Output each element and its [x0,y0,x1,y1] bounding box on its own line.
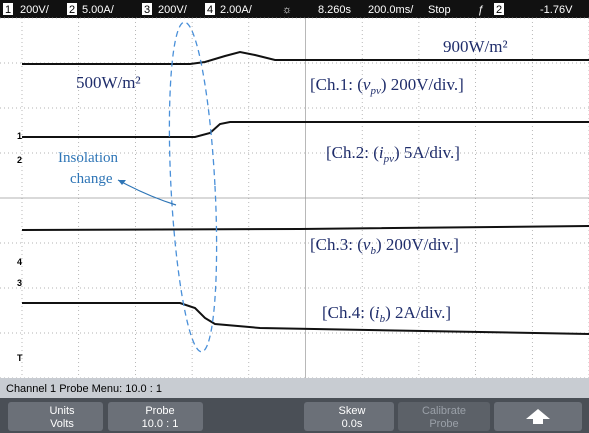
softkey-label: Calibrate [422,405,466,417]
label-part: ) 5A/div.] [394,143,460,162]
label-part: pv [369,85,381,97]
label-part: ) 2A/div.] [385,303,451,322]
ch-scale: 200V/ [20,4,50,16]
label-part: ) 200V/div.] [381,75,464,94]
label-part: [Ch.4: ( [322,303,375,322]
channel-label: [Ch.1: (vpv) 200V/div.] [310,75,464,97]
ch-scale: 200V/ [158,4,188,16]
label-part: pv [383,153,395,165]
annotation: 500W/m² [76,73,141,92]
annotation: Insolation [58,150,118,166]
label-part: [Ch.2: ( [326,143,379,162]
softkey-value: 10.0 : 1 [142,418,179,430]
annotation: change [70,171,113,187]
softkey [208,402,303,431]
grid [0,18,589,378]
ch-num: 2 [69,4,75,16]
scope-screen: 1 200V/ 2 5.00A/ 3 200V/ 4 2.00A/ ☼ 8.26… [0,0,589,433]
softkey-label: Probe [145,405,174,417]
trig-src: 2 [496,4,502,16]
trig-icon: ƒ [478,4,484,16]
run-state: Stop [428,4,451,16]
ch-scale: 5.00A/ [82,4,115,16]
channel-label: [Ch.2: (ipv) 5A/div.] [326,143,460,165]
channel-label: [Ch.3: (vb) 200V/div.] [310,235,459,257]
trig-level: -1.76V [540,4,573,16]
label-part: [Ch.1: ( [310,75,363,94]
ch-num: 3 [144,4,150,16]
marker: T [17,353,23,363]
label-part: [Ch.3: ( [310,235,363,254]
ch-num: 4 [207,4,213,16]
menu-title: Channel 1 Probe Menu: 10.0 : 1 [6,383,162,395]
ch-scale: 2.00A/ [220,4,253,16]
time-icon: ☼ [282,4,292,16]
marker: 4 [17,257,22,267]
time-scale: 200.0ms/ [368,4,414,16]
marker: 3 [17,278,22,288]
softkey-value: Volts [50,418,74,430]
annotation: 900W/m² [443,37,508,56]
softkey-value: 0.0s [342,418,363,430]
marker: 2 [17,155,22,165]
softkey-value: Probe [429,418,458,430]
marker: 1 [17,131,22,141]
ch-num: 1 [5,4,11,16]
label-part: ) 200V/div.] [376,235,459,254]
softkey-label: Units [49,405,75,417]
time-pos: 8.260s [318,4,352,16]
arrow [118,180,176,205]
channel-label: [Ch.4: (ib) 2A/div.] [322,303,451,325]
softkey-label: Skew [339,405,366,417]
